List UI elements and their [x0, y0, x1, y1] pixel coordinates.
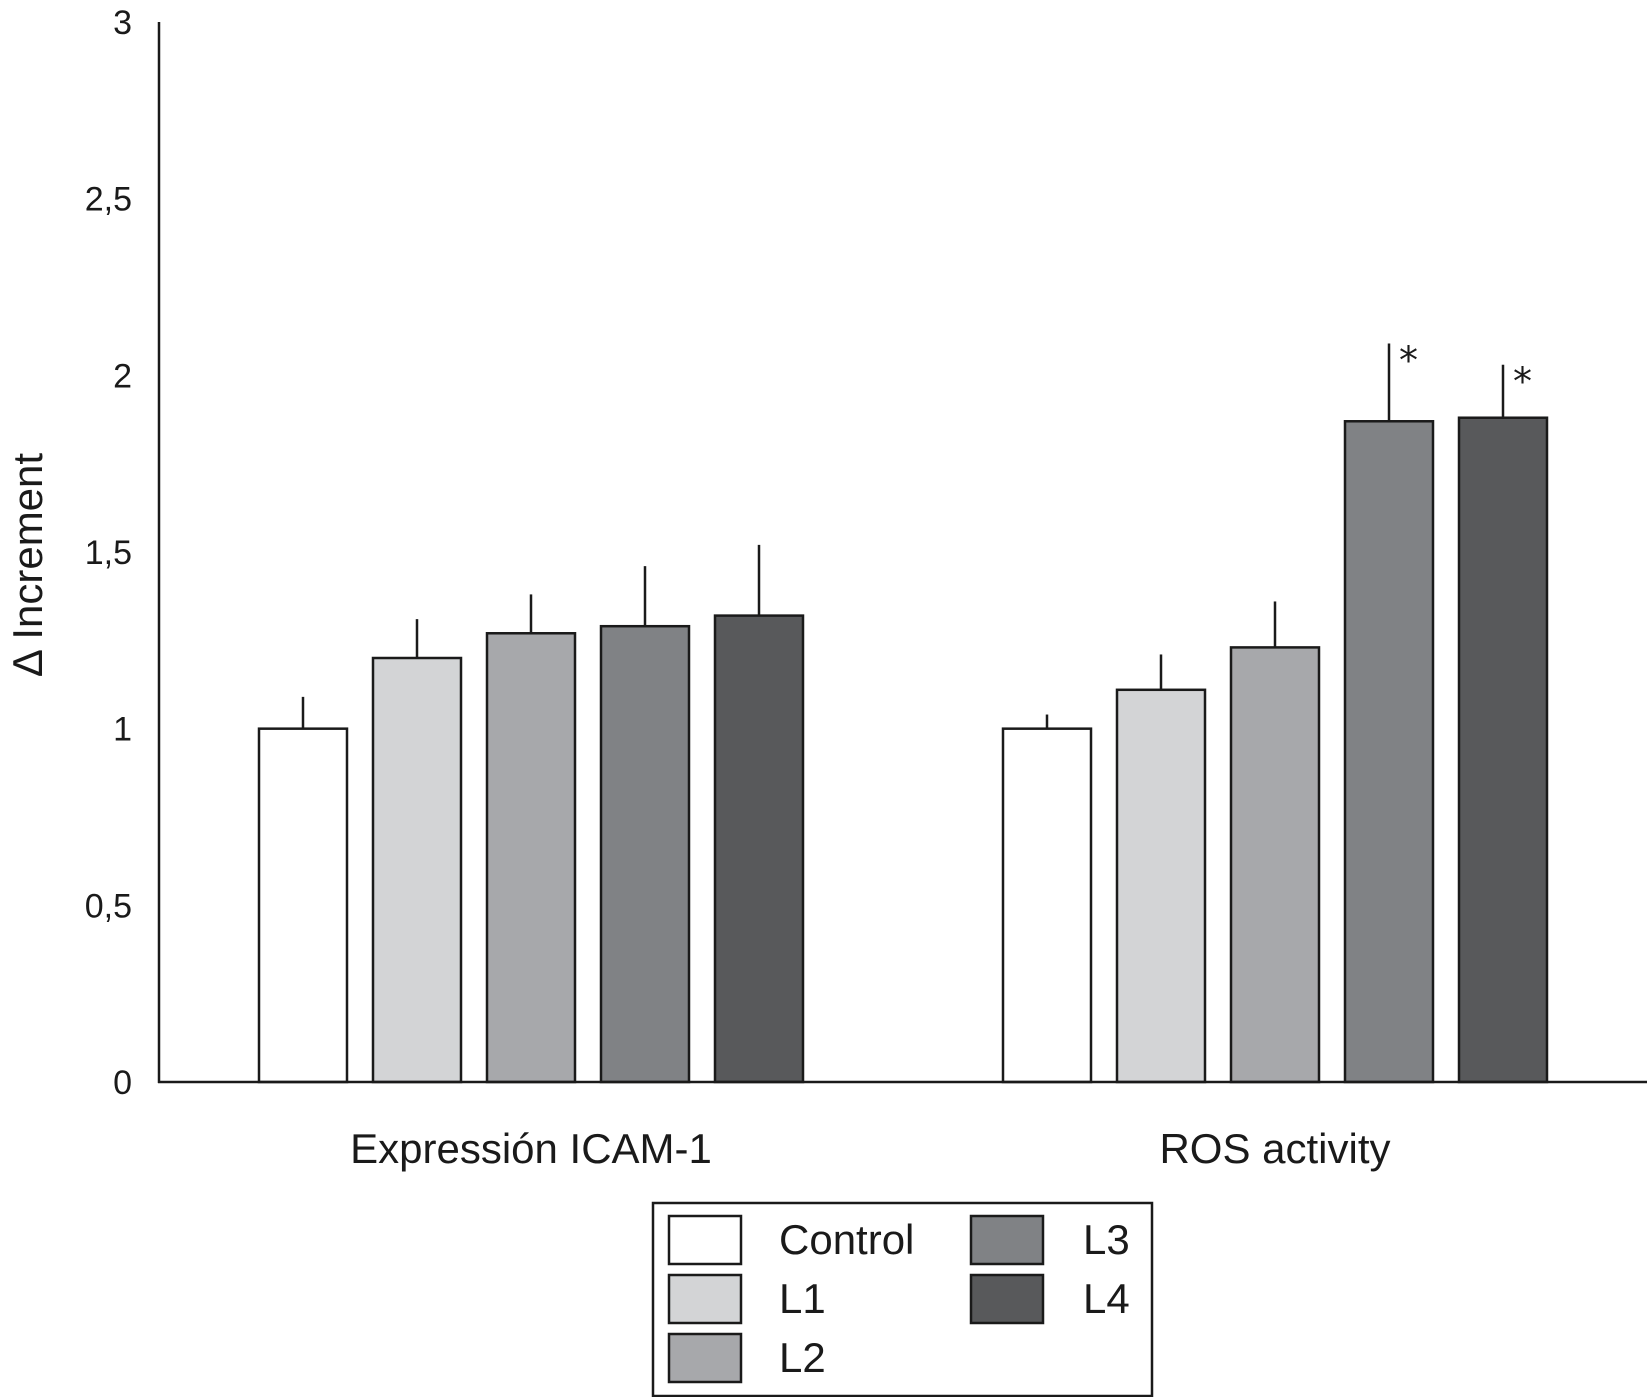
y-tick-label: 0,5: [85, 887, 132, 925]
bar: [1229, 646, 1321, 1084]
legend-label: L1: [779, 1275, 826, 1322]
y-tick-label: 0: [113, 1064, 132, 1102]
legend-label: L3: [1083, 1216, 1130, 1263]
legend-swatch: [667, 1273, 743, 1325]
legend: Control L1 L2 L3 L4: [651, 1201, 1154, 1397]
significance-marker: *: [1399, 339, 1418, 383]
y-tick-label: 2: [113, 357, 132, 395]
bar: [371, 656, 463, 1084]
bar: [485, 632, 577, 1084]
legend-label: L2: [779, 1334, 826, 1381]
y-axis-label: Δ Increment: [4, 453, 51, 677]
category-label: ROS activity: [1159, 1125, 1390, 1172]
legend-swatch: [667, 1332, 743, 1384]
y-tick-label: 3: [113, 4, 132, 42]
bar: [713, 614, 805, 1084]
significance-marker: *: [1513, 360, 1532, 404]
bar: [1115, 688, 1207, 1084]
y-tick-label: 1,5: [85, 534, 132, 572]
y-tick-label: 1: [113, 711, 132, 749]
legend-swatch: [969, 1214, 1045, 1266]
y-tick-label: 2,5: [85, 181, 132, 219]
legend-label: L4: [1083, 1275, 1130, 1322]
legend-swatch: [667, 1214, 743, 1266]
legend-label: Control: [779, 1216, 914, 1263]
category-label: Expressión ICAM-1: [350, 1125, 712, 1172]
bar: [257, 727, 349, 1084]
bar: [1001, 727, 1093, 1084]
bar: [1343, 420, 1435, 1084]
bar: [599, 624, 691, 1084]
legend-swatch: [969, 1273, 1045, 1325]
bar: [1457, 416, 1549, 1084]
